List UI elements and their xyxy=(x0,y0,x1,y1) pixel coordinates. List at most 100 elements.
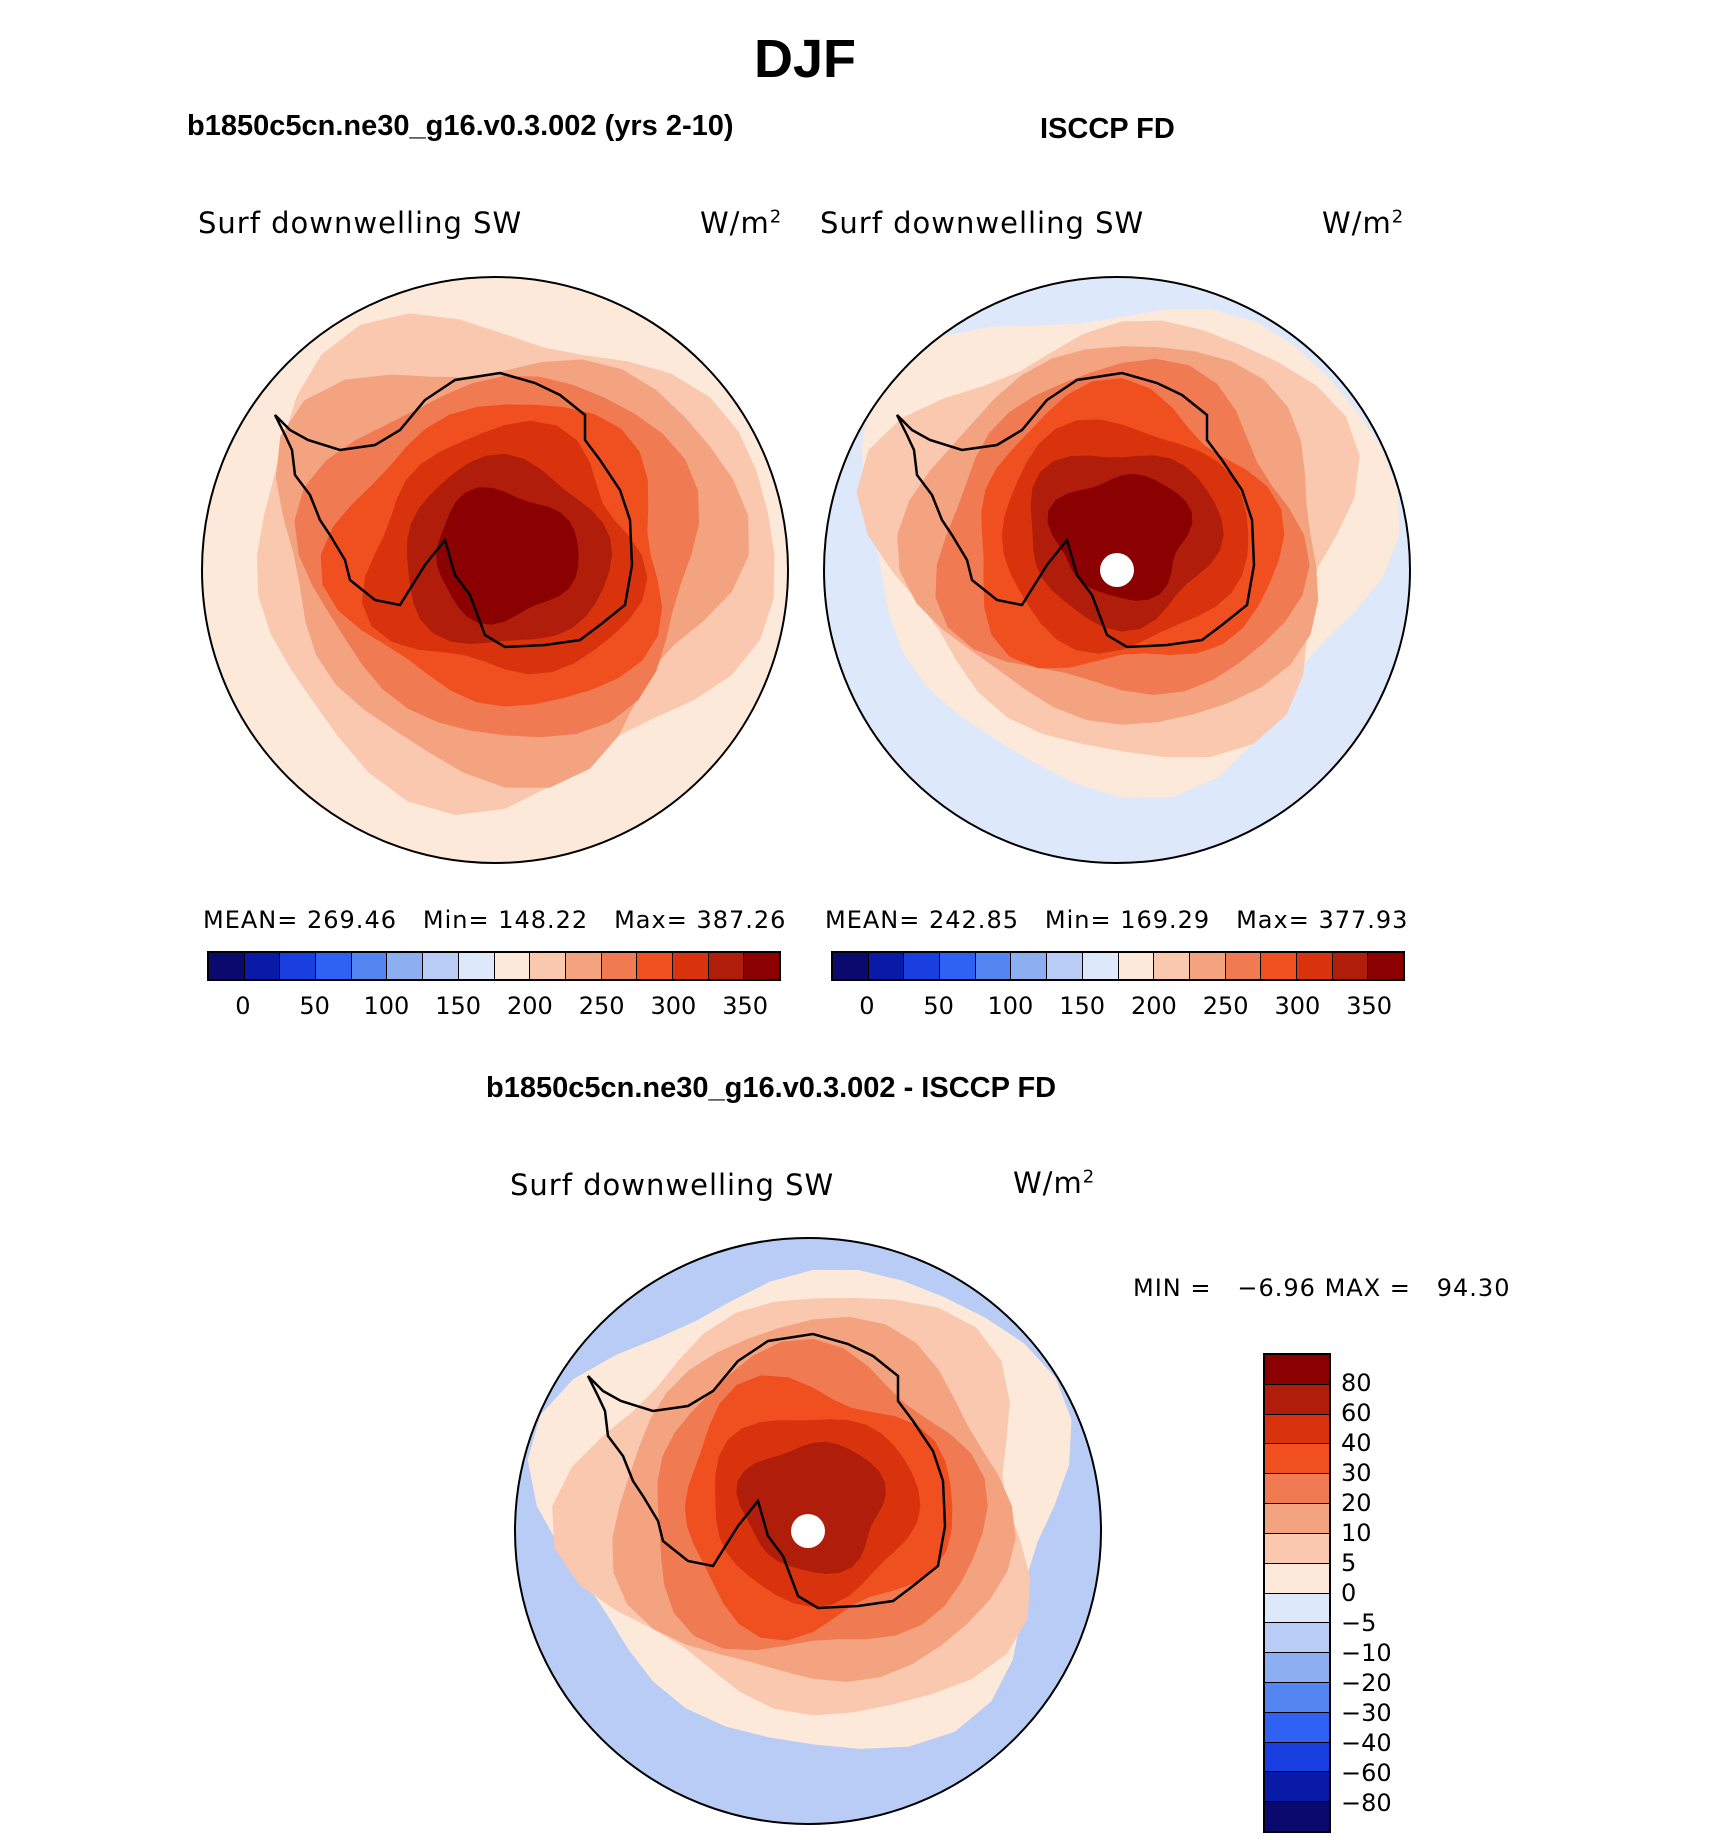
colorbar-tick-label: −10 xyxy=(1341,1639,1392,1667)
diff-max-value: 94.30 xyxy=(1436,1274,1511,1302)
colorbar-swatch xyxy=(904,953,941,979)
diff-map-border xyxy=(514,1237,1102,1825)
colorbar-swatch xyxy=(1368,953,1403,979)
colorbar-swatch xyxy=(1265,1682,1329,1713)
colorbar-tick-label: 50 xyxy=(923,992,954,1020)
colorbar-swatch xyxy=(423,953,459,979)
colorbar-tick-label: 250 xyxy=(1202,992,1249,1020)
colorbar-tick-label: 100 xyxy=(987,992,1034,1020)
panel1-units-label: W/m2 xyxy=(700,206,782,240)
colorbar-swatch xyxy=(1265,1623,1329,1654)
panel1-stats: MEAN= 269.46 Min= 148.22 Max= 387.26 xyxy=(203,906,786,934)
panel1-map-border xyxy=(201,276,789,864)
colorbar-tick-label: 150 xyxy=(1059,992,1106,1020)
panel1-polar-map xyxy=(201,276,789,864)
colorbar-swatch xyxy=(744,953,779,979)
colorbar-swatch xyxy=(280,953,317,979)
colorbar-swatch xyxy=(1047,953,1083,979)
panel1-mean-value: 269.46 xyxy=(307,906,397,934)
panel1-title: b1850c5cn.ne30_g16.v0.3.002 (yrs 2-10) xyxy=(187,110,734,142)
colorbar-swatch xyxy=(1265,1712,1329,1743)
colorbar-swatch xyxy=(1011,953,1048,979)
panel1-max-value: 387.26 xyxy=(696,906,787,934)
colorbar-tick-label: 300 xyxy=(650,992,697,1020)
colorbar-swatch xyxy=(244,953,281,979)
colorbar-tick-label: 350 xyxy=(1346,992,1393,1020)
colorbar-tick-label: 0 xyxy=(859,992,875,1020)
panel1-units: W/m xyxy=(700,206,770,240)
panel2-antarctica-coastline xyxy=(895,371,1256,649)
colorbar-tick-label: 20 xyxy=(1341,1489,1372,1517)
panel2-units-superscript: 2 xyxy=(1391,206,1405,228)
colorbar-swatch xyxy=(530,953,566,979)
panel1-min-value: 148.22 xyxy=(498,906,589,934)
colorbar-swatch xyxy=(1265,1653,1329,1683)
diff-min-label: MIN = xyxy=(1133,1274,1212,1302)
colorbar-swatch xyxy=(1265,1802,1329,1831)
colorbar-swatch xyxy=(833,953,869,979)
colorbar-swatch xyxy=(1265,1444,1329,1475)
colorbar-tick-label: 30 xyxy=(1341,1459,1372,1487)
panel2-mean-label: MEAN= xyxy=(825,906,921,934)
colorbar-tick-label: −30 xyxy=(1341,1699,1392,1727)
diff-antarctica-coastline xyxy=(586,1332,947,1610)
colorbar-tick-label: 0 xyxy=(1341,1579,1357,1607)
colorbar-tick-label: 300 xyxy=(1274,992,1321,1020)
panel1-mean-label: MEAN= xyxy=(203,906,299,934)
panel2-units: W/m xyxy=(1322,206,1392,240)
panel1-antarctica-coastline xyxy=(273,371,634,649)
colorbar-swatch xyxy=(565,953,602,979)
colorbar-tick-label: −5 xyxy=(1341,1609,1377,1637)
diff-polar-map xyxy=(514,1237,1102,1825)
colorbar-swatch xyxy=(1265,1772,1329,1803)
colorbar-swatch xyxy=(975,953,1012,979)
colorbar-swatch xyxy=(1154,953,1190,979)
figure-title: DJF xyxy=(753,29,856,89)
panel1-max-label: Max= xyxy=(614,906,688,934)
colorbar-swatch xyxy=(1332,953,1369,979)
colorbar-tick-label: 200 xyxy=(1130,992,1177,1020)
panel1-variable-label: Surf downwelling SW xyxy=(198,206,523,240)
panel2-title: ISCCP FD xyxy=(1040,113,1175,145)
diff-units: W/m xyxy=(1013,1166,1083,1200)
colorbar-tick-label: −60 xyxy=(1341,1759,1392,1787)
colorbar-swatch xyxy=(1261,953,1297,979)
colorbar-swatch xyxy=(1265,1504,1329,1534)
panel2-colorbar-labels: 0 50 100 150 200 250 300 350 xyxy=(831,992,1405,1022)
panel2-polar-map xyxy=(823,276,1411,864)
colorbar-tick-label: 150 xyxy=(435,992,482,1020)
colorbar-swatch xyxy=(1265,1414,1329,1445)
colorbar-swatch xyxy=(1189,953,1226,979)
panel2-mean-value: 242.85 xyxy=(929,906,1019,934)
colorbar-tick-label: −80 xyxy=(1341,1789,1392,1817)
panel1-min-label: Min= xyxy=(422,906,490,934)
contour-fill xyxy=(436,487,579,625)
colorbar-swatch xyxy=(1118,953,1155,979)
colorbar-swatch xyxy=(868,953,905,979)
panel2-colorbar xyxy=(831,951,1405,981)
colorbar-swatch xyxy=(351,953,388,979)
colorbar-tick-label: 10 xyxy=(1341,1519,1372,1547)
panel2-pole-hole xyxy=(1100,553,1134,587)
colorbar-tick-label: −20 xyxy=(1341,1669,1392,1697)
colorbar-swatch xyxy=(387,953,424,979)
colorbar-swatch xyxy=(458,953,495,979)
panel2-stats: MEAN= 242.85 Min= 169.29 Max= 377.93 xyxy=(825,906,1408,934)
diff-units-superscript: 2 xyxy=(1082,1166,1096,1188)
panel1-colorbar xyxy=(207,951,781,981)
colorbar-tick-label: 40 xyxy=(1341,1429,1372,1457)
colorbar-swatch xyxy=(940,953,976,979)
colorbar-swatch xyxy=(494,953,531,979)
diff-max-label: MAX = xyxy=(1324,1274,1411,1302)
colorbar-swatch xyxy=(1265,1563,1329,1594)
colorbar-swatch xyxy=(672,953,709,979)
diff-pole-hole xyxy=(791,1514,825,1548)
colorbar-tick-label: 200 xyxy=(506,992,553,1020)
colorbar-swatch xyxy=(209,953,245,979)
panel1-units-superscript: 2 xyxy=(769,206,783,228)
colorbar-tick-label: 250 xyxy=(578,992,625,1020)
colorbar-tick-label: 60 xyxy=(1341,1399,1372,1427)
diff-min-value: −6.96 xyxy=(1237,1274,1316,1302)
colorbar-swatch xyxy=(1265,1384,1329,1415)
panel2-max-label: Max= xyxy=(1236,906,1310,934)
